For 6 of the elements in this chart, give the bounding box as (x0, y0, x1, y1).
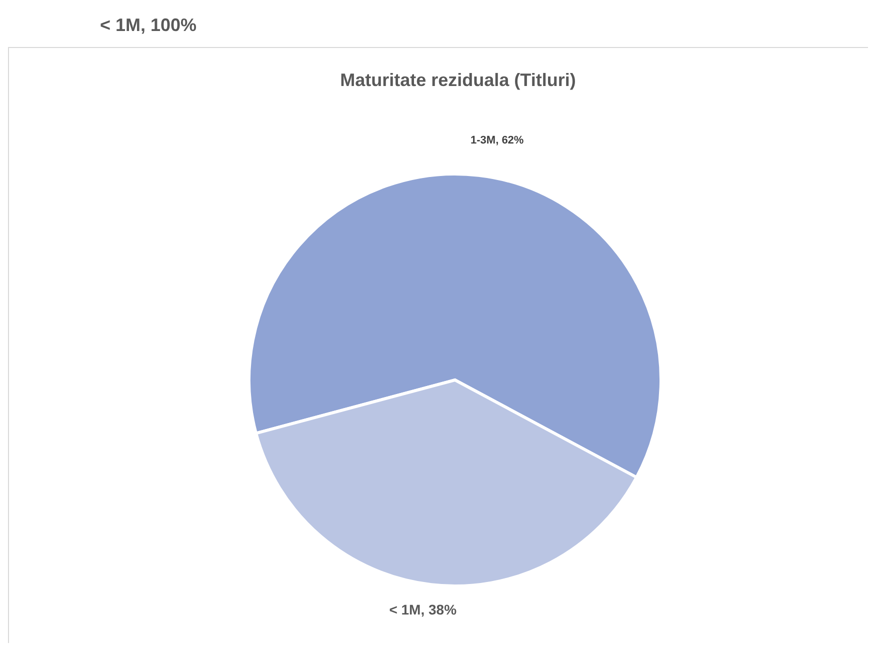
text: < 1M, 100% (88, 14, 209, 36)
slice-label: < 1M (389, 601, 421, 618)
data-label: , 62% (496, 134, 524, 147)
chart-title: Maturitate reziduala (Titluri) (340, 70, 576, 90)
data-label: , 38% (420, 601, 458, 618)
slice-label: 1-3M (470, 134, 496, 147)
